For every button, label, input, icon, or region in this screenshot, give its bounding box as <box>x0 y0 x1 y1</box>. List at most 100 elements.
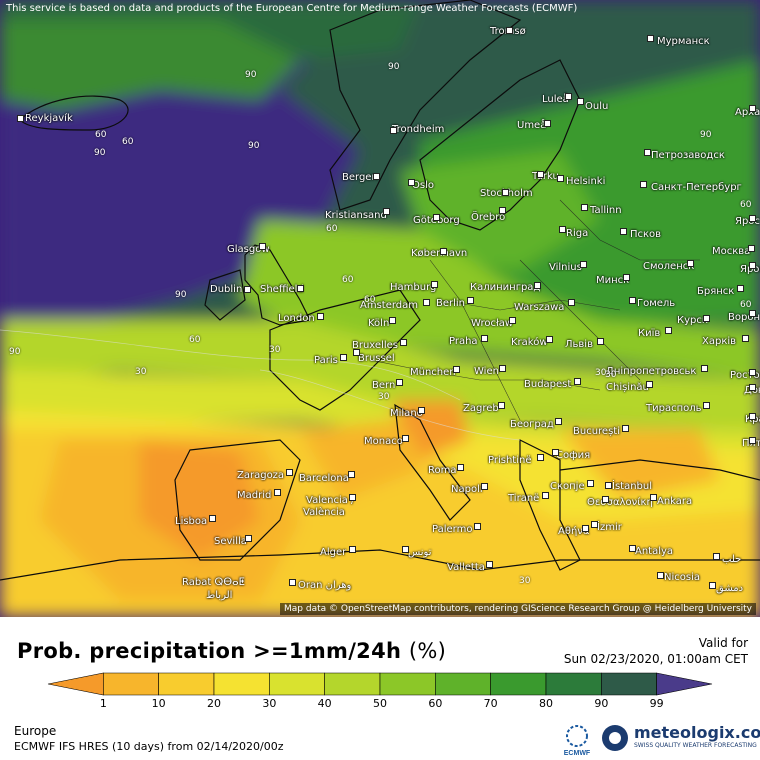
city-marker <box>646 381 653 388</box>
city-marker <box>383 208 390 215</box>
city-label: Oslo <box>412 180 434 191</box>
city-marker <box>748 245 755 252</box>
city-label: Trondheim <box>392 124 445 135</box>
city-label: Bern <box>372 380 396 391</box>
city-marker <box>640 181 647 188</box>
colorbar-tick-label: 99 <box>649 697 664 710</box>
city-label: حلب <box>722 554 742 565</box>
city-marker <box>591 521 598 528</box>
city-label: Wien <box>474 366 499 377</box>
city-marker <box>423 299 430 306</box>
city-label: Петрозаводск <box>651 150 725 161</box>
city-label: Rabat ⵕⴱⴰⵟ <box>182 577 245 588</box>
city-label: Росто <box>730 370 760 381</box>
city-label: Örebro <box>471 212 506 223</box>
colorbar-segment <box>324 672 381 696</box>
city-label: Zagreb <box>463 403 499 414</box>
city-marker <box>274 489 281 496</box>
city-label: Курск <box>677 315 708 326</box>
valid-time: Valid for Sun 02/23/2020, 01:00am CET <box>564 635 748 667</box>
city-label: Barcelona <box>299 473 349 484</box>
city-marker <box>418 407 425 414</box>
city-marker <box>703 402 710 409</box>
city-label: München <box>410 367 456 378</box>
city-label: Umeå <box>517 120 547 131</box>
city-label: Kraków <box>511 337 548 348</box>
ecmwf-logo: ECMWF <box>564 725 591 757</box>
city-marker <box>506 27 513 34</box>
city-marker <box>534 282 541 289</box>
city-marker <box>467 297 474 304</box>
city-marker <box>289 579 296 586</box>
city-marker <box>557 175 564 182</box>
city-label: Alger <box>320 547 347 558</box>
precipitation-map[interactable]: This service is based on data and produc… <box>0 0 760 617</box>
contour-label: 30 <box>519 576 531 586</box>
city-label: Oran وهران <box>298 580 352 591</box>
city-marker <box>713 553 720 560</box>
colorbar <box>47 672 713 696</box>
city-label: Luleå <box>542 94 569 105</box>
colorbar-segment <box>656 672 713 696</box>
city-label: Bergen <box>342 172 378 183</box>
city-marker <box>587 480 594 487</box>
city-marker <box>431 281 438 288</box>
city-marker <box>629 545 636 552</box>
city-label: Glasgow <box>227 244 270 255</box>
city-marker <box>433 214 440 221</box>
meteologix-logo[interactable]: meteologix.com SWISS QUALITY WEATHER FOR… <box>600 723 760 757</box>
city-label: Гомель <box>637 298 676 309</box>
city-marker <box>400 339 407 346</box>
city-label: Kristiansand <box>325 210 387 221</box>
city-label: Sheffield <box>260 284 304 295</box>
colorbar-segment <box>47 672 104 696</box>
city-label: București <box>573 426 620 437</box>
contour-label: 60 <box>326 224 338 234</box>
legend-title-main: Prob. precipitation >=1mm/24h <box>17 639 402 663</box>
city-marker <box>348 471 355 478</box>
city-marker <box>665 327 672 334</box>
city-label: İstanbul <box>612 481 653 492</box>
city-marker <box>17 115 24 122</box>
colorbar-tick-label: 40 <box>317 697 332 710</box>
colorbar-tick-label: 60 <box>428 697 443 710</box>
colorbar-segment <box>435 672 491 696</box>
city-marker <box>749 437 756 444</box>
contour-label: 90 <box>700 130 712 140</box>
city-marker <box>244 286 251 293</box>
city-marker <box>574 378 581 385</box>
city-marker <box>209 515 216 522</box>
city-marker <box>353 349 360 356</box>
contour-label: 30 <box>605 370 617 380</box>
city-marker <box>749 105 756 112</box>
city-label: Vilnius <box>549 262 582 273</box>
colorbar-tick-label: 1 <box>99 697 107 710</box>
city-marker <box>580 261 587 268</box>
city-label: Αθήνα <box>558 526 590 537</box>
city-marker <box>749 413 756 420</box>
contour-label: 60 <box>364 295 376 305</box>
city-marker <box>340 354 347 361</box>
city-marker <box>498 402 505 409</box>
city-label: Budapest <box>524 379 572 390</box>
city-label: València <box>303 507 345 518</box>
contour-label: 60 <box>189 335 201 345</box>
city-label: İzmir <box>597 522 622 533</box>
contour-label: 90 <box>248 141 260 151</box>
colorbar-tick-label: 80 <box>539 697 553 710</box>
map-canvas <box>0 0 760 617</box>
city-label: Dublin <box>210 284 243 295</box>
city-label: Москва <box>712 246 751 257</box>
city-marker <box>373 173 380 180</box>
colorbar-segment <box>269 672 325 696</box>
city-marker <box>582 525 589 532</box>
city-marker <box>537 454 544 461</box>
valid-label: Valid for <box>698 636 748 650</box>
contour-label: 90 <box>94 148 106 158</box>
city-label: Мурманск <box>657 36 710 47</box>
city-marker <box>499 207 506 214</box>
city-marker <box>544 120 551 127</box>
city-marker <box>408 179 415 186</box>
city-marker <box>644 149 651 156</box>
city-marker <box>390 127 397 134</box>
